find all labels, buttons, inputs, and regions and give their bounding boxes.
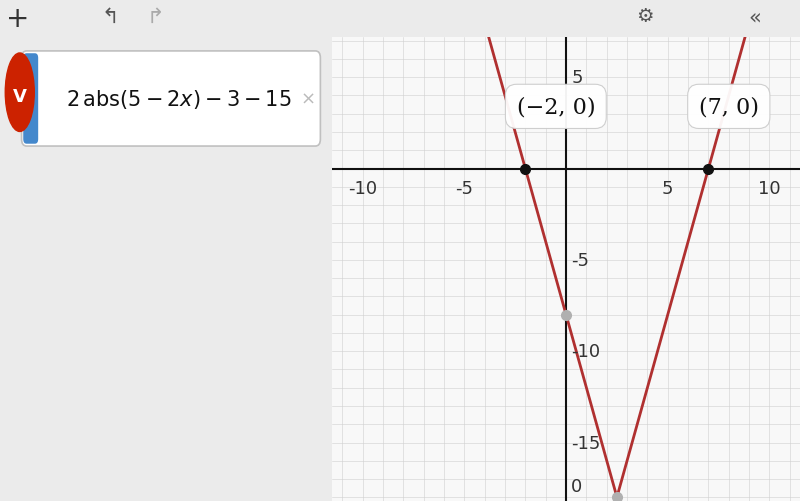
Text: V: V [13,88,26,106]
Text: (−2, 0): (−2, 0) [517,96,595,118]
FancyBboxPatch shape [22,52,320,147]
Text: 5: 5 [571,69,582,87]
Text: $2\,\mathrm{abs}(5-2x)-3-15$: $2\,\mathrm{abs}(5-2x)-3-15$ [66,88,292,111]
Text: (7, 0): (7, 0) [698,96,758,118]
Text: ↰: ↰ [102,7,118,27]
Text: «: « [749,7,762,27]
Text: 5: 5 [662,179,674,197]
Text: -15: -15 [571,434,601,451]
Text: -10: -10 [571,343,600,361]
Text: 10: 10 [758,179,781,197]
Text: -5: -5 [455,179,474,197]
Text: ×: × [300,90,315,108]
Text: ↱: ↱ [146,7,164,27]
Text: ⚙: ⚙ [636,8,654,27]
Circle shape [6,54,34,132]
Text: -10: -10 [348,179,377,197]
Text: 0: 0 [571,477,582,495]
Text: -5: -5 [571,252,589,270]
FancyBboxPatch shape [23,54,38,144]
Text: +: + [6,5,30,33]
